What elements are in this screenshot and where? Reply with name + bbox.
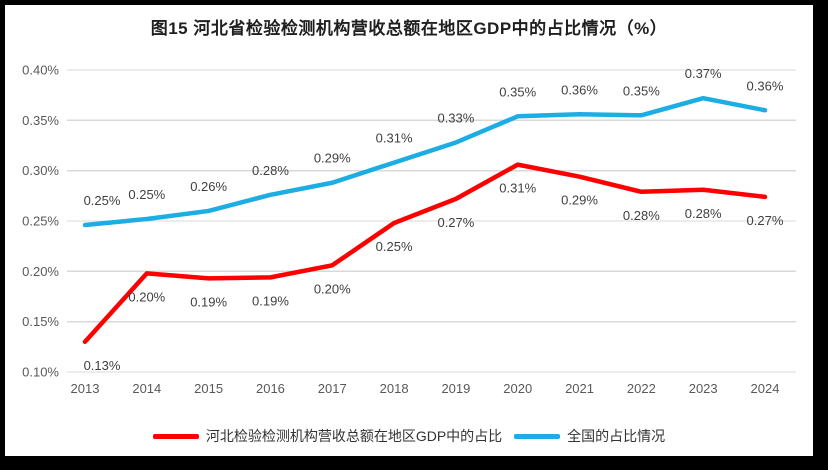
x-axis-tick-label: 2024 [751, 381, 780, 396]
chart-legend: 河北检验检测机构营收总额在地区GDP中的占比 全国的占比情况 [5, 426, 813, 446]
data-label-hebei: 0.19% [252, 293, 289, 308]
data-label-hebei: 0.20% [314, 281, 351, 296]
data-label-hebei: 0.27% [747, 213, 784, 228]
data-label-national: 0.26% [190, 179, 227, 194]
data-label-national: 0.36% [747, 78, 784, 93]
chart-canvas: 图15 河北省检验检测机构营收总额在地区GDP中的占比情况（%） 0.40% 0.… [5, 5, 813, 456]
x-axis-tick-label: 2014 [132, 381, 161, 396]
x-axis-tick-label: 2022 [627, 381, 656, 396]
data-label-national: 0.35% [623, 83, 660, 98]
data-label-hebei: 0.27% [437, 215, 474, 230]
legend-swatch-hebei [152, 433, 199, 439]
x-axis-tick-label: 2020 [503, 381, 532, 396]
data-label-national: 0.37% [685, 66, 722, 81]
data-label-national: 0.25% [128, 187, 165, 202]
x-axis-tick-label: 2019 [441, 381, 470, 396]
data-label-hebei: 0.28% [685, 206, 722, 221]
x-axis-tick-label: 2016 [256, 381, 285, 396]
data-label-national: 0.35% [499, 84, 536, 99]
y-axis-tick-label: 0.15% [22, 314, 59, 329]
y-axis-tick-label: 0.35% [22, 113, 59, 128]
x-axis-tick-label: 2015 [194, 381, 223, 396]
legend-swatch-national [514, 433, 561, 439]
data-label-national: 0.31% [376, 131, 413, 146]
x-axis-tick-label: 2017 [318, 381, 347, 396]
legend-label-national: 全国的占比情况 [567, 428, 666, 444]
legend-label-hebei: 河北检验检测机构营收总额在地区GDP中的占比 [205, 428, 503, 444]
data-label-hebei: 0.19% [190, 294, 227, 309]
series-line-national [82, 95, 768, 228]
y-axis-tick-label: 0.40% [22, 63, 59, 78]
y-axis-tick-label: 0.10% [22, 365, 59, 380]
series-line-hebei [82, 162, 768, 345]
y-axis-tick-label: 0.25% [22, 214, 59, 229]
y-axis-tick-label: 0.20% [22, 264, 59, 279]
legend-item-hebei: 河北检验检测机构营收总额在地区GDP中的占比 [152, 426, 503, 446]
data-label-hebei: 0.28% [623, 208, 660, 223]
line-chart-plot: 0.40% 0.35% 0.30% 0.25% 0.20% 0.15% 0.10% 2013 2… [22, 63, 796, 396]
legend-item-national: 全国的占比情况 [514, 426, 665, 446]
x-axis-tick-label: 2013 [71, 381, 100, 396]
x-axis-tick-label: 2023 [689, 381, 718, 396]
y-axis-tick-label: 0.30% [22, 163, 59, 178]
data-label-hebei: 0.29% [561, 193, 598, 208]
data-label-national: 0.36% [561, 82, 598, 97]
data-label-national: 0.25% [84, 193, 121, 208]
data-label-hebei: 0.13% [84, 358, 121, 373]
data-label-hebei: 0.20% [128, 289, 165, 304]
data-label-hebei: 0.25% [376, 239, 413, 254]
data-label-national: 0.29% [314, 151, 351, 166]
x-axis-tick-label: 2021 [565, 381, 594, 396]
x-axis-tick-label: 2018 [380, 381, 409, 396]
data-label-national: 0.28% [252, 163, 289, 178]
chart-title: 图15 河北省检验检测机构营收总额在地区GDP中的占比情况（%） [150, 19, 668, 38]
data-label-hebei: 0.31% [499, 181, 536, 196]
data-label-national: 0.33% [437, 110, 474, 125]
